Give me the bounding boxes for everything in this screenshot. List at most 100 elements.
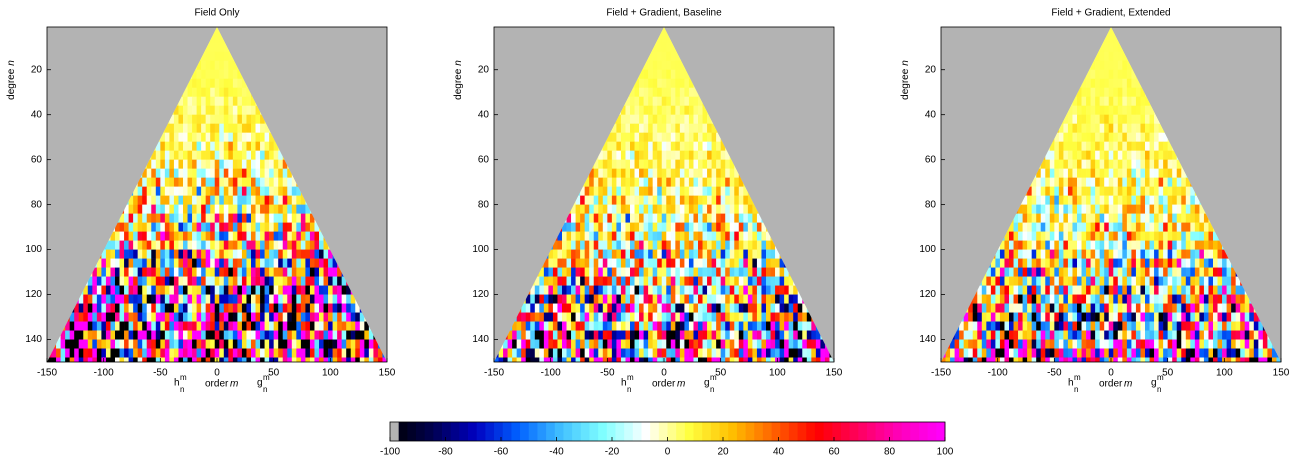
texture-cell [1058, 141, 1064, 151]
texture-cell [648, 177, 653, 187]
texture-cell [698, 177, 703, 187]
texture-cell [196, 150, 202, 160]
texture-cell [1018, 258, 1023, 268]
texture-cell [300, 321, 306, 331]
texture-cell [241, 339, 247, 349]
texture-cell [83, 339, 89, 349]
texture-cell [698, 114, 703, 124]
y-axis-label-part: degree [900, 68, 911, 100]
texture-cell [1117, 132, 1123, 142]
texture-cell [802, 312, 808, 322]
texture-cell [341, 330, 347, 340]
texture-cell [1158, 330, 1164, 340]
texture-cell [1022, 312, 1028, 322]
texture-cell [688, 195, 694, 205]
texture-cell [661, 339, 667, 349]
texture-cell [602, 303, 608, 313]
texture-cell [56, 357, 61, 362]
texture-cell [968, 330, 974, 340]
texture-cell [205, 330, 211, 340]
colorbar-segment [823, 422, 833, 441]
colorbar-segment [537, 422, 547, 441]
texture-cell [1135, 303, 1141, 313]
texture-cell [1067, 177, 1073, 187]
texture-cell [1149, 168, 1155, 178]
texture-cell [670, 141, 676, 151]
texture-cell [210, 222, 216, 232]
texture-cell [251, 249, 256, 259]
texture-cell [1018, 222, 1023, 232]
texture-cell [223, 60, 229, 71]
texture-cell [205, 303, 211, 313]
texture-cell [264, 249, 270, 259]
texture-cell [1108, 42, 1114, 53]
texture-cell [630, 213, 635, 223]
texture-cell [625, 321, 631, 331]
texture-cell [201, 60, 206, 71]
texture-cell [296, 312, 302, 322]
texture-cell [747, 231, 753, 241]
texture-cell [1081, 312, 1087, 322]
texture-cell [1113, 348, 1119, 358]
colorbar-segment [693, 422, 703, 441]
texture-cell [1249, 348, 1255, 358]
texture-cell [675, 159, 681, 169]
texture-cell [278, 240, 284, 250]
texture-cell [584, 186, 590, 196]
texture-cell [196, 168, 202, 178]
texture-cell [1086, 330, 1091, 340]
texture-cell [305, 339, 311, 349]
texture-cell [264, 303, 270, 313]
texture-cell [584, 177, 590, 187]
texture-cell [1027, 321, 1032, 331]
texture-cell [110, 294, 116, 304]
texture-cell [702, 204, 708, 214]
texture-cell [260, 276, 265, 286]
texture-cell [282, 204, 288, 214]
texture-cell [986, 348, 992, 358]
texture-cell [115, 348, 120, 358]
texture-cell [525, 348, 531, 358]
texture-cell [183, 312, 188, 322]
texture-cell [652, 195, 658, 205]
texture-cell [711, 222, 717, 232]
texture-cell [205, 168, 211, 178]
texture-cell [652, 51, 658, 62]
texture-cell [173, 168, 179, 178]
texture-cell [634, 231, 640, 241]
texture-cell [133, 321, 138, 331]
texture-cell [201, 96, 206, 106]
texture-cell [1018, 213, 1023, 223]
texture-cell [720, 348, 726, 358]
texture-cell [679, 195, 685, 205]
texture-cell [178, 213, 184, 223]
texture-cell [1158, 150, 1164, 160]
texture-cell [232, 123, 238, 133]
texture-cell [643, 96, 649, 106]
x-axis-label-var: m [677, 379, 685, 390]
texture-cell [593, 159, 599, 169]
texture-cell [625, 195, 631, 205]
texture-cell [1104, 204, 1110, 214]
texture-cell [1040, 195, 1046, 205]
texture-cell [657, 114, 663, 124]
texture-cell [1036, 240, 1042, 250]
texture-cell [824, 348, 830, 358]
texture-cell [1122, 339, 1128, 349]
texture-cell [648, 276, 653, 286]
texture-cell [630, 87, 635, 97]
texture-cell [630, 249, 635, 259]
texture-cell [1009, 267, 1014, 277]
texture-cell [323, 267, 329, 277]
texture-cell [788, 321, 794, 331]
colorbar-segment [416, 422, 426, 441]
texture-cell [530, 303, 536, 313]
texture-cell [1158, 186, 1164, 196]
texture-cell [1067, 348, 1073, 358]
texture-cell [525, 294, 531, 304]
texture-cell [648, 339, 653, 349]
texture-cell [1140, 96, 1146, 106]
texture-cell [1203, 321, 1209, 331]
texture-cell [729, 240, 735, 250]
texture-cell [684, 357, 690, 362]
